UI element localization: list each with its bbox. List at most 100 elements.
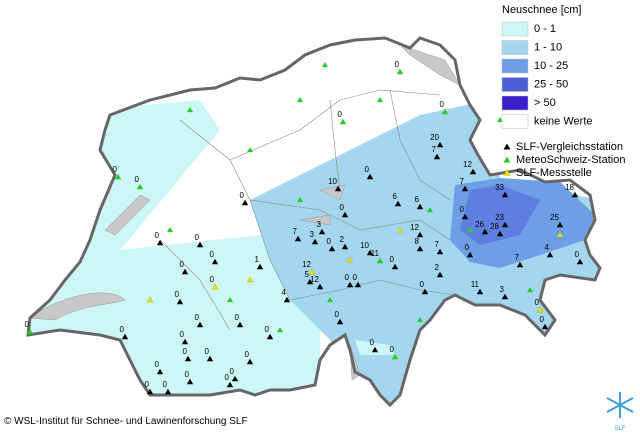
station-marker — [311, 238, 319, 245]
station-value: 12 — [302, 260, 311, 269]
station-marker — [503, 169, 511, 176]
station-marker — [461, 185, 469, 192]
station-marker — [546, 251, 554, 258]
station-marker — [501, 191, 509, 198]
station-value: 12 — [410, 223, 419, 232]
legend-label: 1 - 10 — [534, 41, 562, 53]
station-value: 0 — [120, 325, 125, 334]
station-value: 0 — [353, 273, 358, 282]
station-marker — [136, 183, 144, 190]
station-value: 7 — [460, 177, 465, 186]
station-marker — [297, 97, 303, 103]
station-value: 0 — [540, 315, 545, 324]
station-marker — [396, 226, 404, 233]
station-value: 0 — [210, 250, 215, 259]
station-marker — [436, 141, 444, 148]
station-marker — [26, 328, 34, 335]
station-value: 26 — [475, 220, 484, 229]
station-marker — [206, 355, 214, 362]
station-value: 10 — [360, 241, 369, 250]
logo — [606, 392, 634, 418]
station-marker — [461, 213, 469, 220]
legend-swatch — [501, 95, 529, 111]
station-value: 0 — [195, 313, 200, 322]
station-value: 0 — [155, 231, 160, 240]
station-value: 0 — [338, 110, 343, 119]
station-value: 0 — [420, 280, 425, 289]
station-marker — [501, 221, 509, 228]
station-marker — [156, 239, 164, 246]
legend-label: 10 - 25 — [534, 60, 568, 72]
station-marker — [327, 297, 333, 303]
station-value: 7 — [293, 227, 298, 236]
station-marker — [247, 147, 253, 153]
station-value: 0 — [365, 165, 370, 174]
station-marker — [427, 207, 433, 213]
station-marker — [501, 293, 509, 300]
station-value: 4 — [545, 243, 550, 252]
station-marker — [469, 168, 477, 175]
station-value: 28 — [490, 222, 499, 231]
station-marker — [354, 281, 362, 288]
station-value: 0 — [180, 260, 185, 269]
station-marker — [497, 117, 503, 123]
station-marker — [196, 241, 204, 248]
station-marker — [391, 263, 399, 270]
station-value: 12 — [310, 275, 319, 284]
station-value: 0 — [155, 360, 160, 369]
station-value: 12 — [463, 160, 472, 169]
station-marker — [316, 283, 324, 290]
station-marker — [481, 228, 489, 235]
station-value: 0 — [395, 60, 400, 69]
station-marker — [391, 353, 399, 360]
station-marker — [236, 321, 244, 328]
station-marker — [294, 235, 302, 242]
legend-swatch — [501, 40, 529, 55]
station-marker — [246, 358, 254, 365]
station-marker — [556, 231, 564, 238]
station-marker — [246, 276, 254, 283]
station-value: 0 — [370, 338, 375, 347]
station-marker — [181, 268, 189, 275]
station-value: 0 — [240, 191, 245, 200]
station-marker — [241, 199, 249, 206]
legend-label: keine Werte — [534, 115, 593, 127]
cantons — [159, 89, 456, 331]
station-marker — [156, 368, 164, 375]
lakes — [29, 44, 461, 381]
legend-label: MeteoSchweiz-Station — [516, 154, 625, 166]
station-value: 11 — [371, 249, 380, 258]
station-marker — [476, 288, 484, 295]
legend-swatch — [501, 77, 529, 92]
station-marker — [556, 221, 564, 228]
station-marker — [416, 245, 424, 252]
legend-label: > 50 — [534, 97, 556, 109]
station-value: 0 — [235, 313, 240, 322]
station-value: 0 — [183, 347, 188, 356]
station-marker — [541, 323, 549, 330]
station-value: 6 — [393, 192, 398, 201]
station-marker — [536, 306, 544, 313]
legend-swatch — [501, 21, 529, 37]
legend-swatch — [501, 114, 529, 129]
station-marker — [376, 257, 384, 264]
station-value: 0 — [145, 380, 150, 389]
station-marker — [181, 338, 189, 345]
legend-label: SLF-Vergleichsstation — [516, 141, 623, 153]
station-marker — [467, 227, 473, 233]
station-value: 0 — [335, 310, 340, 319]
station-value: 0 — [195, 233, 200, 242]
station-value: 3 — [500, 285, 505, 294]
station-value: 0 — [465, 243, 470, 252]
station-value: 8 — [415, 237, 420, 246]
station-marker — [441, 108, 449, 115]
station-value: 0 — [135, 175, 140, 184]
station-marker — [433, 153, 441, 160]
station-marker — [576, 258, 584, 265]
station-marker — [336, 318, 344, 325]
station-value: 0 — [180, 330, 185, 339]
station-marker — [436, 271, 444, 278]
station-marker — [346, 256, 354, 263]
station-value: 0 — [575, 250, 580, 259]
copyright: © WSL-Institut für Schnee- und Lawinenfo… — [4, 416, 248, 427]
